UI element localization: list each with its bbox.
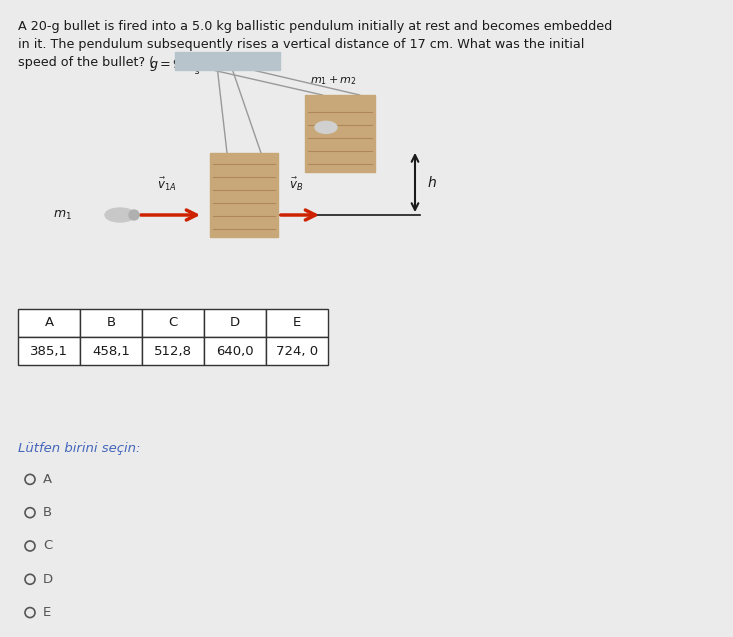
Text: E: E	[293, 317, 301, 329]
Text: $\vec{v}_B$: $\vec{v}_B$	[289, 176, 303, 193]
Bar	[204, 337, 266, 365]
Text: $m_2$: $m_2$	[235, 189, 254, 201]
Bar	[80, 309, 142, 337]
Text: Lütfen birini seçin:: Lütfen birini seçin:	[18, 441, 141, 455]
Text: $m_1 + m_2$: $m_1 + m_2$	[310, 74, 357, 87]
Bar	[18, 337, 80, 365]
Text: 724, 0: 724, 0	[276, 345, 318, 357]
Bar	[204, 309, 266, 337]
Ellipse shape	[315, 121, 337, 133]
Text: D: D	[43, 573, 53, 586]
Bar	[210, 153, 278, 237]
Text: $h$: $h$	[427, 175, 437, 190]
Text: E: E	[43, 606, 51, 619]
Bar	[266, 309, 328, 337]
Bar	[18, 309, 80, 337]
Text: C: C	[169, 317, 177, 329]
Text: $\vec{v}_{1A}$: $\vec{v}_{1A}$	[158, 176, 177, 193]
Text: $m_1$: $m_1$	[53, 208, 72, 222]
Text: speed of the bullet? (: speed of the bullet? (	[18, 56, 154, 69]
Text: 640,0: 640,0	[216, 345, 254, 357]
Bar	[80, 337, 142, 365]
Text: 458,1: 458,1	[92, 345, 130, 357]
Text: $g = 9.8\,\frac{m}{s^2}$: $g = 9.8\,\frac{m}{s^2}$	[149, 56, 206, 77]
Ellipse shape	[129, 210, 139, 220]
Text: 512,8: 512,8	[154, 345, 192, 357]
Text: 385,1: 385,1	[30, 345, 68, 357]
Bar	[142, 309, 204, 337]
Text: ): )	[232, 56, 237, 69]
Text: in it. The pendulum subsequently rises a vertical distance of 17 cm. What was th: in it. The pendulum subsequently rises a…	[18, 38, 584, 51]
Bar	[305, 95, 375, 172]
Text: C: C	[43, 540, 52, 552]
Text: B: B	[43, 506, 52, 519]
Text: A: A	[45, 317, 54, 329]
Bar	[266, 337, 328, 365]
Bar	[175, 52, 280, 70]
Ellipse shape	[105, 208, 135, 222]
Text: A: A	[43, 473, 52, 486]
Bar	[142, 337, 204, 365]
Text: A 20-g bullet is fired into a 5.0 kg ballistic pendulum initially at rest and be: A 20-g bullet is fired into a 5.0 kg bal…	[18, 20, 612, 33]
Text: D: D	[230, 317, 240, 329]
Text: B: B	[106, 317, 116, 329]
